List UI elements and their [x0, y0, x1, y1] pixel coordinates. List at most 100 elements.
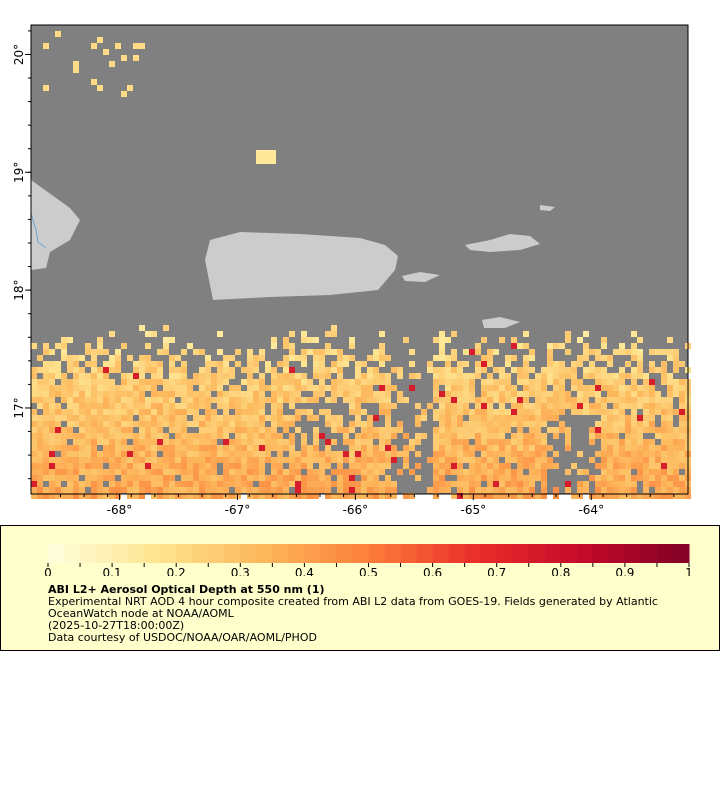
aod-pixel: [343, 385, 349, 391]
aod-pixel: [505, 409, 511, 415]
colorbar-segment: [304, 544, 321, 563]
aod-pixel: [577, 337, 583, 343]
aod-pixel: [199, 385, 205, 391]
aod-pixel: [31, 439, 37, 445]
aod-pixel: [229, 415, 235, 421]
aod-pixel: [229, 427, 235, 433]
aod-pixel: [625, 433, 631, 439]
aod-pixel: [565, 397, 571, 403]
aod-pixel: [307, 481, 313, 487]
lon-tick-label: -67°: [225, 503, 251, 517]
aod-pixel: [115, 349, 121, 355]
aod-pixel: [511, 391, 517, 397]
aod-pixel: [457, 409, 463, 415]
aod-pixel: [247, 391, 253, 397]
aod-pixel: [157, 487, 163, 493]
aod-pixel: [499, 493, 505, 499]
aod-pixel: [457, 415, 463, 421]
aod-pixel: [499, 421, 505, 427]
aod-pixel: [199, 451, 205, 457]
aod-pixel: [187, 457, 193, 463]
aod-pixel: [451, 409, 457, 415]
aod-pixel: [61, 475, 67, 481]
aod-pixel: [517, 439, 523, 445]
aod-pixel: [331, 469, 337, 475]
aod-pixel: [85, 421, 91, 427]
aod-pixel: [91, 415, 97, 421]
aod-pixel: [343, 427, 349, 433]
aod-pixel: [403, 337, 409, 343]
aod-pixel: [475, 493, 481, 499]
aod-pixel: [229, 445, 235, 451]
aod-pixel: [307, 397, 313, 403]
aod-pixel: [445, 487, 451, 493]
aod-pixel: [283, 391, 289, 397]
aod-pixel: [325, 421, 331, 427]
aod-pixel: [577, 379, 583, 385]
aod-pixel: [667, 487, 673, 493]
aod-pixel: [661, 463, 667, 469]
aod-pixel: [145, 433, 151, 439]
aod-pixel: [367, 385, 373, 391]
aod-pixel: [349, 403, 355, 409]
aod-pixel: [679, 451, 685, 457]
aod-pixel: [619, 379, 625, 385]
aod-pixel: [535, 403, 541, 409]
aod-pixel: [199, 415, 205, 421]
aod-pixel: [163, 325, 169, 331]
aod-pixel: [277, 469, 283, 475]
aod-pixel: [259, 409, 265, 415]
aod-pixel: [67, 379, 73, 385]
aod-pixel: [433, 391, 439, 397]
aod-pixel: [337, 427, 343, 433]
aod-pixel: [103, 457, 109, 463]
aod-pixel: [673, 427, 679, 433]
aod-pixel: [115, 403, 121, 409]
aod-pixel: [277, 457, 283, 463]
aod-pixel: [121, 469, 127, 475]
aod-pixel: [643, 421, 649, 427]
aod-pixel: [385, 439, 391, 445]
aod-pixel: [241, 469, 247, 475]
aod-pixel: [199, 481, 205, 487]
aod-pixel: [469, 373, 475, 379]
aod-pixel: [31, 373, 37, 379]
aod-pixel: [175, 433, 181, 439]
aod-pixel: [517, 487, 523, 493]
aod-pixel: [121, 451, 127, 457]
aod-pixel: [355, 391, 361, 397]
aod-pixel: [271, 445, 277, 451]
aod-pixel: [127, 481, 133, 487]
aod-pixel: [79, 415, 85, 421]
aod-pixel: [349, 481, 355, 487]
aod-pixel: [31, 487, 37, 493]
aod-pixel: [121, 463, 127, 469]
aod-pixel: [637, 457, 643, 463]
aod-pixel: [79, 367, 85, 373]
aod-pixel: [91, 385, 97, 391]
aod-pixel: [139, 373, 145, 379]
aod-pixel: [133, 379, 139, 385]
aod-pixel: [409, 373, 415, 379]
aod-pixel: [85, 397, 91, 403]
aod-pixel: [349, 355, 355, 361]
aod-pixel: [517, 373, 523, 379]
aod-pixel: [541, 421, 547, 427]
aod-pixel: [679, 493, 685, 499]
lat-tick-label: 20°: [12, 44, 26, 65]
aod-pixel: [139, 367, 145, 373]
aod-pixel: [523, 421, 529, 427]
aod-pixel: [613, 493, 619, 499]
aod-pixel: [115, 415, 121, 421]
aod-pixel: [217, 421, 223, 427]
aod-pixel: [187, 343, 193, 349]
aod-pixel: [607, 421, 613, 427]
aod-pixel: [121, 385, 127, 391]
aod-pixel: [223, 445, 229, 451]
aod-pixel: [535, 493, 541, 499]
aod-pixel: [613, 379, 619, 385]
aod-pixel: [325, 439, 331, 445]
aod-pixel: [319, 385, 325, 391]
aod-pixel: [193, 415, 199, 421]
aod-pixel: [133, 457, 139, 463]
